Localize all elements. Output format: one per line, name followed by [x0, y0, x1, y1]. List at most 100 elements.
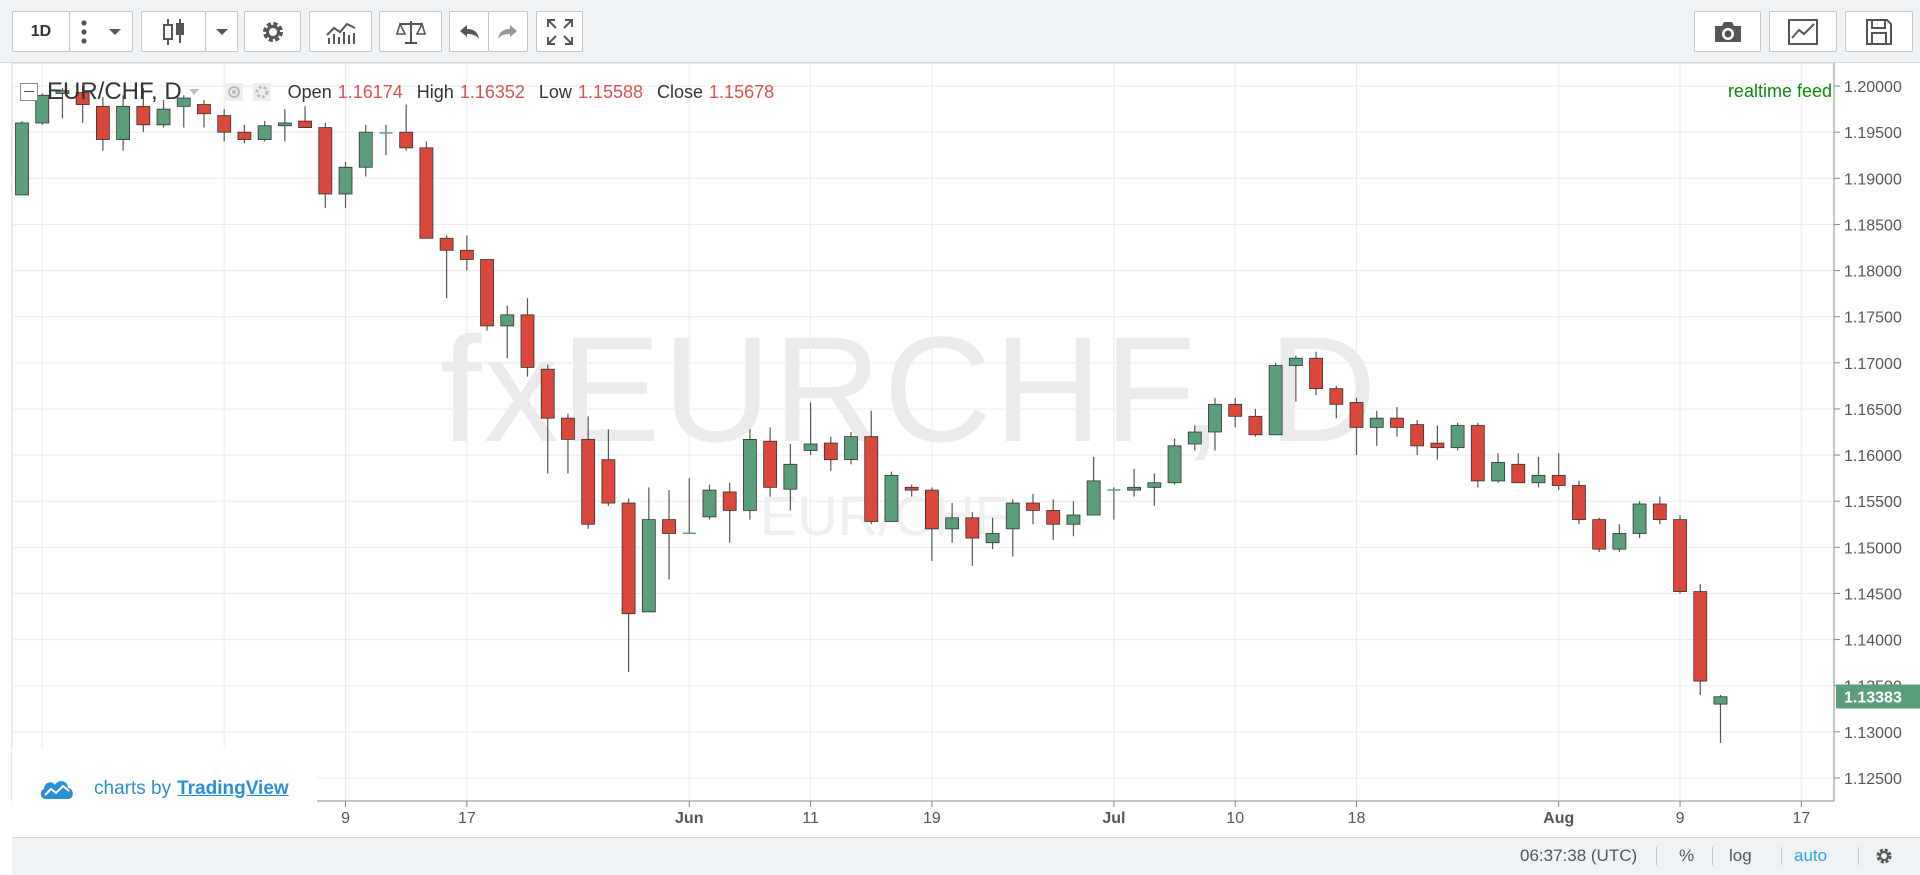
dots-menu-icon	[81, 19, 87, 44]
candle-body	[1086, 480, 1101, 516]
auto-scale-toggle[interactable]: auto	[1794, 846, 1828, 865]
candle	[1086, 456, 1101, 516]
candle	[1430, 425, 1445, 460]
candle-body	[1228, 403, 1243, 417]
candles-icon	[162, 18, 184, 45]
candle	[277, 109, 292, 142]
y-tick-label: 1.14500	[1844, 586, 1902, 603]
last-price-label-bg	[1836, 684, 1920, 709]
tradingview-branding[interactable]: charts by TradingView	[12, 748, 317, 830]
x-tick-label: 9	[1676, 810, 1685, 827]
candle	[358, 124, 373, 177]
x-tick-label: Jun	[675, 810, 703, 827]
candle-body	[237, 131, 252, 140]
x-tick-label: 10	[1226, 810, 1244, 827]
interval-button[interactable]: 1D	[12, 11, 70, 52]
undo-button[interactable]	[449, 11, 489, 52]
candle-body	[1430, 442, 1445, 449]
charts-by-text: charts by	[94, 778, 172, 799]
candle-body	[1450, 425, 1465, 449]
candle-body	[763, 440, 778, 488]
candle	[500, 305, 515, 359]
y-tick-label: 1.17500	[1844, 310, 1902, 327]
high-label: High	[416, 81, 454, 102]
candle	[925, 487, 939, 562]
candle	[15, 121, 29, 196]
candle-body	[1531, 474, 1546, 484]
candle-body	[1572, 485, 1586, 521]
candle-body	[743, 438, 757, 511]
candle-body	[722, 491, 737, 511]
candle-body	[1369, 417, 1384, 428]
candle	[1572, 480, 1586, 525]
interval-dropdown-button[interactable]	[69, 11, 133, 52]
chart-settings-button[interactable]	[1874, 838, 1894, 874]
candle-body	[1167, 445, 1182, 484]
candle-body	[1410, 424, 1425, 447]
tradingview-cloud-icon	[40, 781, 73, 799]
candle-body	[419, 147, 434, 239]
grid-lines	[11, 63, 1835, 802]
axes: 1.125001.130001.135001.140001.145001.150…	[12, 63, 1920, 827]
compare-button[interactable]	[379, 11, 442, 52]
x-tick-label: Aug	[1543, 810, 1574, 827]
candle-body	[277, 122, 292, 127]
x-tick-label: 17	[458, 810, 476, 827]
chart-style-button[interactable]	[141, 11, 206, 52]
candle-body	[662, 519, 676, 534]
log-toggle[interactable]: log	[1729, 846, 1752, 865]
redo-button[interactable]	[488, 11, 528, 52]
candle-body	[15, 122, 29, 196]
fullscreen-button[interactable]	[536, 11, 583, 52]
candle	[95, 97, 110, 151]
settings-icon[interactable]	[252, 82, 272, 102]
candle-body	[702, 489, 717, 518]
candle	[945, 503, 960, 543]
legend-collapse-button[interactable]	[20, 83, 38, 101]
candle-body	[379, 132, 393, 134]
candle	[176, 95, 191, 128]
fullscreen-icon	[546, 18, 573, 45]
candle	[904, 484, 919, 497]
candle-body	[1491, 462, 1505, 482]
x-tick-label: 19	[923, 810, 941, 827]
candle-body	[1511, 463, 1526, 484]
candle-body	[1026, 502, 1040, 511]
chart-pane[interactable]: fxEURCHF, D EUR/CHF 1.125001.130001.1350…	[0, 63, 1920, 875]
candle	[641, 487, 656, 613]
candle-body	[1147, 482, 1162, 488]
percent-toggle[interactable]: %	[1679, 846, 1695, 865]
price-chart[interactable]: 1.125001.130001.135001.140001.145001.150…	[0, 63, 1920, 875]
save-chart-button[interactable]	[1845, 11, 1913, 52]
x-tick-label: 18	[1348, 810, 1366, 827]
indicators-button[interactable]	[309, 11, 372, 52]
candle	[1026, 493, 1040, 525]
candle	[1713, 694, 1728, 743]
chevron-down-icon[interactable]	[188, 88, 200, 96]
candle-body	[682, 532, 696, 535]
candle-body	[581, 438, 596, 525]
divider	[1858, 847, 1859, 865]
candle	[722, 482, 737, 543]
candle	[35, 93, 50, 125]
candle	[1107, 487, 1121, 520]
snapshot-button[interactable]	[1694, 11, 1761, 52]
indicators-icon	[325, 22, 355, 44]
candle	[743, 429, 757, 520]
eye-icon[interactable]	[224, 82, 244, 102]
tradingview-link[interactable]: TradingView	[177, 778, 289, 799]
candle	[1369, 410, 1384, 446]
candle-body	[884, 474, 899, 522]
last-price-label: 1.13383	[1844, 689, 1902, 706]
candle	[55, 87, 70, 119]
top-toolbar: 1D	[0, 0, 1920, 63]
settings-button[interactable]	[244, 11, 301, 52]
redo-icon	[498, 24, 517, 39]
legend-symbol: EUR/CHF, D	[47, 78, 182, 105]
candle	[1470, 422, 1485, 488]
chart-properties-button[interactable]	[1769, 11, 1837, 52]
candle-body	[480, 259, 494, 327]
chart-style-dropdown[interactable]	[205, 11, 238, 52]
candle	[1147, 473, 1162, 506]
candle-body	[520, 314, 535, 368]
